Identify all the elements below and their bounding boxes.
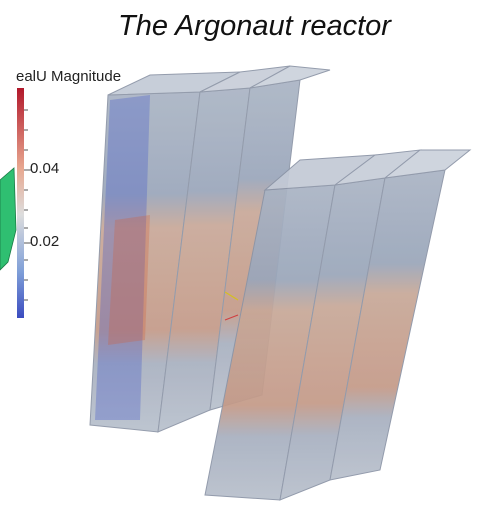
title: The Argonaut reactor — [118, 10, 391, 43]
vector-glyphs-warm — [108, 215, 150, 345]
green-object — [0, 168, 16, 270]
colorbar — [17, 88, 24, 318]
colorbar-tick-label: 0.04 — [30, 160, 59, 177]
colorbar-title: ealU Magnitude — [16, 68, 121, 85]
screenshot: The Argonaut reactor ealU Magnitude 0.04… — [0, 0, 479, 514]
colorbar-ticks — [24, 110, 32, 300]
colorbar-tick-label: 0.02 — [30, 233, 59, 250]
